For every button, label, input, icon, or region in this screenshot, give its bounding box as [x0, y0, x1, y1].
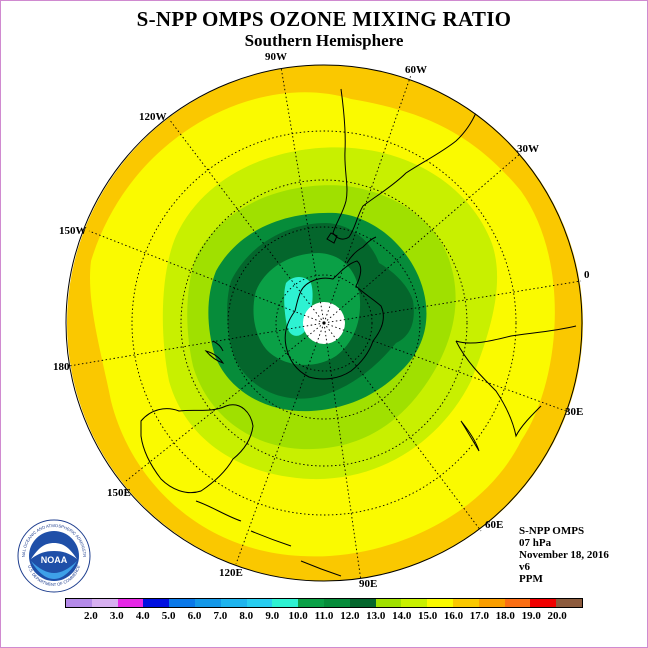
- meridian-label-90w: 90W: [265, 51, 287, 63]
- colorbar-tick-label: 4.0: [135, 610, 150, 622]
- colorbar-tick-label: 11.0: [314, 610, 334, 622]
- meridian-label-120w: 120W: [139, 111, 167, 123]
- new-zealand-north: [212, 340, 224, 352]
- colorbar-tick-label: 13.0: [366, 610, 386, 622]
- colorbar-tick-label: 14.0: [392, 610, 412, 622]
- colorbar-swatch: [298, 599, 324, 607]
- colorbar-swatch: [220, 599, 247, 607]
- colorbar-tick-label: 7.0: [213, 610, 228, 622]
- colorbar-swatch: [194, 599, 221, 607]
- meridian-label-0: 0: [584, 269, 590, 281]
- colorbar-tick-label: 10.0: [288, 610, 308, 622]
- south-america-coast: [332, 88, 482, 240]
- colorbar: [65, 598, 583, 608]
- instrument-text: S-NPP OMPS: [519, 525, 585, 537]
- colorbar-swatch: [504, 599, 531, 607]
- map-subtitle: Southern Hemisphere: [244, 31, 404, 50]
- indonesia-islands: [195, 500, 342, 577]
- colorbar-swatch: [66, 599, 92, 607]
- colorbar-swatch: [246, 599, 273, 607]
- south-pole-marker: [322, 321, 326, 325]
- colorbar-swatch: [272, 599, 299, 607]
- colorbar-tick-label: 18.0: [495, 610, 515, 622]
- madagascar: [460, 420, 480, 452]
- colorbar-swatch: [349, 599, 376, 607]
- colorbar-swatch: [323, 599, 350, 607]
- colorbar-tick-label: 3.0: [109, 610, 124, 622]
- antarctic-peninsula: [346, 236, 377, 264]
- colorbar-tick-label: 5.0: [161, 610, 176, 622]
- colorbar-swatch: [452, 599, 479, 607]
- colorbar-swatch: [117, 599, 144, 607]
- colorbar-swatch: [169, 599, 195, 607]
- colorbar-swatch: [530, 599, 557, 607]
- pressure-level-text: 07 hPa: [519, 537, 552, 549]
- colorbar-swatch: [556, 599, 582, 607]
- colorbar-swatch: [401, 599, 428, 607]
- colorbar-tick-label: 20.0: [547, 610, 567, 622]
- australia-coast: [140, 404, 254, 494]
- colorbar-tick-label: 8.0: [239, 610, 254, 622]
- africa-coast-south: [455, 340, 542, 438]
- colorbar-tick-label: 16.0: [443, 610, 464, 622]
- meridian-label-30e: 30E: [565, 406, 584, 418]
- map-boundary: [65, 64, 583, 582]
- colorbar-tick-label: 12.0: [340, 610, 360, 622]
- meridian-label-180: 180: [53, 361, 70, 373]
- meridian-label-60w: 60W: [405, 64, 427, 76]
- meridian-label-150e: 150E: [107, 487, 131, 499]
- colorbar-tick-label: 6.0: [187, 610, 202, 622]
- colorbar-tick-label: 9.0: [265, 610, 280, 622]
- colorbar-swatch: [478, 599, 505, 607]
- colorbar-tick-label: 17.0: [469, 610, 490, 622]
- graticule: [68, 66, 582, 582]
- date-text: November 18, 2016: [519, 549, 609, 561]
- colorbar-swatch: [375, 599, 402, 607]
- noaa-logo: NOAA NATIONAL OCEANIC AND ATMOSPHERIC AD…: [17, 519, 91, 593]
- map-title: S-NPP OMPS OZONE MIXING RATIO: [136, 7, 512, 31]
- meridian-label-60e: 60E: [485, 519, 504, 531]
- colorbar-ticks: 2.0 3.0 4.0 5.0 6.0 7.0 8.0 9.0 10.0 11.0 12.0 13.0…: [53, 610, 595, 624]
- version-text: v6: [519, 561, 530, 573]
- colorbar-tick-label: 2.0: [84, 610, 98, 622]
- africa-coast-north: [455, 325, 577, 344]
- meridian-label-150w: 150W: [59, 225, 87, 237]
- colorbar-swatch: [143, 599, 170, 607]
- logo-text: NOAA: [41, 555, 68, 565]
- meridian-label-120e: 120E: [219, 567, 243, 579]
- meridian-label-30w: 30W: [517, 143, 539, 155]
- colorbar-swatch: [427, 599, 453, 607]
- coastlines: [140, 88, 577, 577]
- new-zealand: [204, 350, 225, 364]
- colorbar-tick-label: 19.0: [521, 610, 541, 622]
- colorbar-tick-label: 15.0: [417, 610, 438, 622]
- tierra-del-fuego: [326, 232, 338, 244]
- units-text: PPM: [519, 573, 543, 585]
- info-block: S-NPP OMPS 07 hPa November 18, 2016 v6 P…: [519, 525, 609, 585]
- meridian-label-90e: 90E: [359, 578, 378, 590]
- polar-projection-map: [65, 64, 583, 582]
- colorbar-swatch: [91, 599, 118, 607]
- ozone-field: [67, 65, 583, 581]
